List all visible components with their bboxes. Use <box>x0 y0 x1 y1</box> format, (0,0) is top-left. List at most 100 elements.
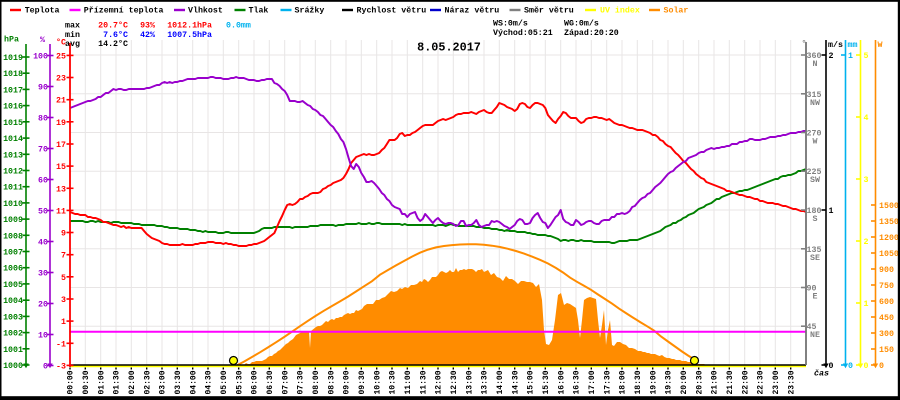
svg-text:3: 3 <box>864 176 869 185</box>
svg-text:10:00: 10:00 <box>373 370 382 394</box>
svg-text:1014: 1014 <box>3 135 23 144</box>
svg-text:1: 1 <box>864 300 869 309</box>
svg-text:40: 40 <box>38 239 48 248</box>
svg-text:13:30: 13:30 <box>481 370 490 394</box>
svg-text:2: 2 <box>864 238 869 247</box>
svg-text:15: 15 <box>56 163 66 172</box>
svg-text:NE: NE <box>810 331 820 340</box>
svg-text:23:30: 23:30 <box>787 370 796 394</box>
svg-text:315: 315 <box>807 91 822 100</box>
svg-text:5: 5 <box>61 274 66 283</box>
svg-text:1007.5hPa: 1007.5hPa <box>167 30 212 40</box>
svg-text:1: 1 <box>61 318 66 327</box>
svg-text:1012.1hPa: 1012.1hPa <box>167 21 212 31</box>
svg-text:21: 21 <box>56 97 66 106</box>
svg-text:Srážky: Srážky <box>295 6 325 16</box>
svg-text:1050: 1050 <box>879 250 899 259</box>
svg-text:1007: 1007 <box>3 249 23 258</box>
svg-text:22:00: 22:00 <box>741 370 750 394</box>
svg-text:Západ:20:20: Západ:20:20 <box>564 28 619 38</box>
svg-text:W: W <box>813 138 818 147</box>
svg-text:45: 45 <box>807 323 817 332</box>
svg-text:avg: avg <box>65 40 80 49</box>
svg-text:1012: 1012 <box>3 168 23 177</box>
svg-text:20:00: 20:00 <box>680 370 689 394</box>
svg-text:19: 19 <box>56 119 66 128</box>
svg-text:14.2°C: 14.2°C <box>98 40 128 49</box>
svg-text:9: 9 <box>61 230 66 239</box>
svg-text:270: 270 <box>807 130 822 139</box>
svg-text:900: 900 <box>879 266 894 275</box>
svg-text:08:30: 08:30 <box>327 370 336 394</box>
svg-text:2: 2 <box>829 52 834 61</box>
svg-text:18:00: 18:00 <box>619 370 628 394</box>
svg-text:°: ° <box>802 40 807 49</box>
svg-text:1001: 1001 <box>3 346 23 355</box>
svg-text:50: 50 <box>38 208 48 217</box>
svg-text:0: 0 <box>864 362 869 371</box>
svg-text:1017: 1017 <box>3 86 23 95</box>
svg-text:15:00: 15:00 <box>527 370 536 394</box>
svg-text:Tlak: Tlak <box>249 6 269 16</box>
svg-text:1009: 1009 <box>3 216 23 225</box>
svg-text:03:30: 03:30 <box>174 370 183 394</box>
svg-text:00:30: 00:30 <box>82 370 91 394</box>
svg-text:100: 100 <box>33 53 48 62</box>
svg-text:05:30: 05:30 <box>235 370 244 394</box>
svg-text:23: 23 <box>56 75 66 84</box>
svg-text:30: 30 <box>38 270 48 279</box>
svg-text:Rychlost větru: Rychlost větru <box>357 6 427 16</box>
svg-text:mm: mm <box>848 41 858 50</box>
svg-text:1019: 1019 <box>3 54 23 63</box>
svg-text:07:00: 07:00 <box>281 370 290 394</box>
svg-text:1010: 1010 <box>3 200 23 209</box>
svg-text:hPa: hPa <box>4 35 19 45</box>
svg-text:1003: 1003 <box>3 313 23 322</box>
svg-text:02:30: 02:30 <box>143 370 152 394</box>
svg-text:3: 3 <box>61 296 66 305</box>
svg-text:5: 5 <box>864 52 869 61</box>
svg-text:17:00: 17:00 <box>588 370 597 394</box>
svg-text:90: 90 <box>38 84 48 93</box>
svg-text:09:00: 09:00 <box>343 370 352 394</box>
svg-text:03:00: 03:00 <box>159 370 168 394</box>
svg-text:13: 13 <box>56 185 66 194</box>
svg-text:14:30: 14:30 <box>511 370 520 394</box>
svg-text:18:30: 18:30 <box>634 370 643 394</box>
svg-text:1350: 1350 <box>879 218 899 227</box>
svg-text:0: 0 <box>848 362 853 371</box>
svg-text:min: min <box>65 30 80 40</box>
svg-text:14:00: 14:00 <box>496 370 505 394</box>
svg-text:E: E <box>813 293 818 302</box>
svg-text:750: 750 <box>879 282 894 291</box>
svg-text:-1: -1 <box>56 340 66 349</box>
svg-text:25: 25 <box>56 52 66 61</box>
svg-text:13:00: 13:00 <box>465 370 474 394</box>
svg-text:°C: °C <box>56 39 66 48</box>
svg-text:93%: 93% <box>140 22 155 31</box>
svg-text:150: 150 <box>879 346 894 355</box>
svg-text:02:00: 02:00 <box>128 370 137 394</box>
svg-text:04:30: 04:30 <box>205 370 214 394</box>
svg-text:15:30: 15:30 <box>542 370 551 394</box>
svg-text:01:00: 01:00 <box>97 370 106 394</box>
svg-text:19:30: 19:30 <box>665 370 674 394</box>
svg-text:1005: 1005 <box>3 281 23 290</box>
svg-text:06:30: 06:30 <box>266 370 275 394</box>
svg-text:Vlhkost: Vlhkost <box>188 6 223 16</box>
svg-text:m/s: m/s <box>828 40 843 50</box>
svg-text:12:30: 12:30 <box>450 370 459 394</box>
svg-text:11: 11 <box>56 207 66 216</box>
svg-text:12:00: 12:00 <box>435 370 444 394</box>
svg-text:600: 600 <box>879 298 894 307</box>
svg-text:Solar: Solar <box>664 6 689 16</box>
svg-text:Náraz větru: Náraz větru <box>445 6 500 16</box>
svg-text:Teplota: Teplota <box>25 6 60 16</box>
svg-text:4: 4 <box>864 114 869 123</box>
svg-text:11:30: 11:30 <box>419 370 428 394</box>
svg-text:WG:0m/s: WG:0m/s <box>564 19 599 29</box>
svg-text:17: 17 <box>56 141 66 150</box>
svg-text:42%: 42% <box>140 31 155 40</box>
svg-text:1013: 1013 <box>3 151 23 160</box>
svg-text:max: max <box>65 22 80 31</box>
